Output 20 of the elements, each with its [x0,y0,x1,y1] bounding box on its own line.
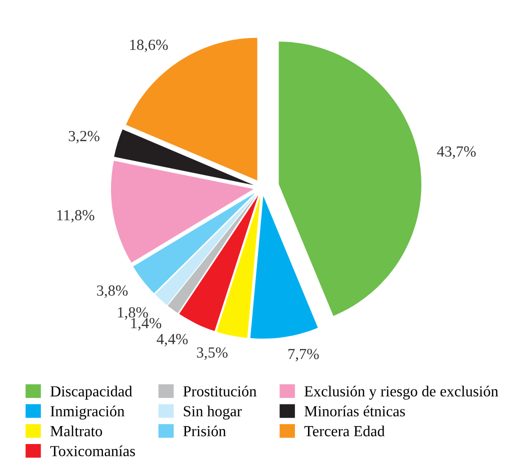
legend-label: Inmigración [50,406,124,420]
data-label: 3,5% [196,347,228,360]
data-label: 4,4% [156,334,188,346]
legend-label: Tercera Edad [304,426,385,436]
legend-label: Minorías étnicas [304,406,405,416]
data-label: 3,8% [97,285,128,298]
data-label: 3,2% [68,130,100,144]
data-label: 18,6% [130,40,168,52]
data-label: 43,7% [437,146,476,159]
legend-label: Maltrato [50,426,102,436]
legend-label: Toxicomanías [50,445,135,456]
legend-label: Exclusión y riesgo de exclusión [304,386,498,400]
legend-label: Prisión [183,426,226,436]
data-label: 1,4% [131,318,162,331]
legend-label: Discapacidad [50,386,132,400]
data-label: 11,8% [57,210,94,223]
legend-label: Prostitución [183,386,256,396]
legend-label: Sin hogar [184,406,242,420]
data-label: 7,7% [288,348,319,362]
data-label: 1,8% [118,307,148,320]
